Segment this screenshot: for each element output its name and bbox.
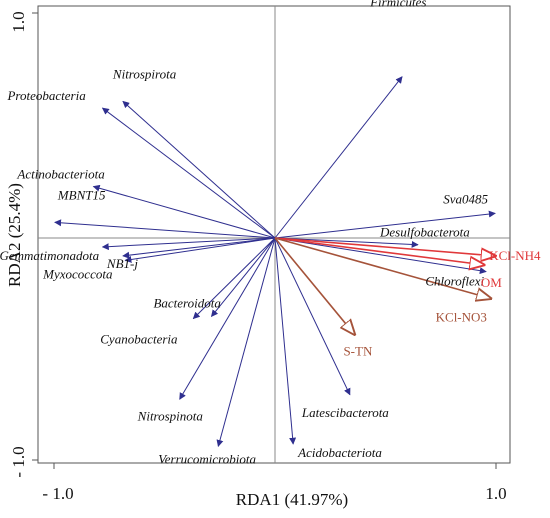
species-label-bacteroidota: Bacteroidota [153,295,221,310]
x-tick-label-max: 1.0 [485,484,506,503]
species-label-nitrospinota: Nitrospinota [137,408,204,423]
species-arrow-desulfobacterota [274,237,419,248]
species-label-desulfobacterota: Desulfobacterota [379,225,470,240]
species-arrow-chloroflexi [274,237,487,275]
env-label-om: OM [481,275,502,290]
label-layer: Firmicutes Nitrospirota Proteobacteria Acti… [0,0,541,466]
species-arrow-nitrospirota [122,100,276,239]
species-label-myxococcota: Myxococcota [42,266,113,281]
species-label-nitrospirota: Nitrospirota [112,66,177,81]
y-tick-label-max: 1.0 [9,11,28,32]
species-arrow-actinobacteriota [92,184,276,239]
species-arrow-firmicutes [274,76,403,239]
species-arrow-bacteroidota [210,237,276,317]
species-label-acidobacteriota: Acidobacteriota [297,445,382,460]
species-label-proteobacteria: Proteobacteria [6,88,86,103]
species-arrow-nitrospinota [179,237,276,400]
species-label-gemmatimonadota: Gemmatimonadota [0,248,100,263]
species-label-nb1-j: NB1-j [106,256,138,271]
species-arrow-acidobacteriota [274,237,297,445]
species-label-chloroflexi: Chloroflexi [425,274,484,289]
species-arrow-proteobacteria [101,107,276,239]
plot-frame [37,5,511,464]
env-label-kcl-no3: KCl-NO3 [436,309,487,324]
y-axis-title: RDA2 (25.4%) [5,183,24,287]
env-arrow-kcl-no3 [274,237,491,298]
species-arrow-cyanobacteria [192,237,276,320]
species-arrow-gemmatimonadota [101,237,276,251]
env-label-s-tn: S-TN [343,343,373,358]
species-label-sva0485: Sva0485 [443,191,488,206]
env-arrow-om [274,237,484,265]
env-arrow-s-tn [274,237,354,334]
vector-layer [54,76,496,447]
species-arrow-sva0485 [274,210,496,239]
x-tick-label-min: - 1.0 [42,484,73,503]
species-arrow-myxococcota [124,237,276,263]
species-arrow-mbnt15 [54,219,276,239]
species-arrow-verrucomicrobiota [216,237,276,447]
species-label-mbnt15: MBNT15 [57,187,106,202]
env-arrow-kcl-nh4 [274,237,495,256]
species-label-latescibacterota: Latescibacterota [301,405,389,420]
x-axis-title: RDA1 (41.97%) [236,490,348,509]
species-label-firmicutes: Firmicutes [369,0,426,10]
species-arrow-nb1-j [122,237,276,259]
species-label-verrucomicrobiota: Verrucomicrobiota [158,451,256,466]
y-tick-label-min: - 1.0 [9,446,28,477]
species-label-actinobacteriota: Actinobacteriota [16,166,105,181]
env-label-kcl-nh4: KCl-NH4 [489,248,541,263]
species-label-cyanobacteria: Cyanobacteria [100,332,178,347]
species-arrow-latescibacterota [274,237,351,396]
